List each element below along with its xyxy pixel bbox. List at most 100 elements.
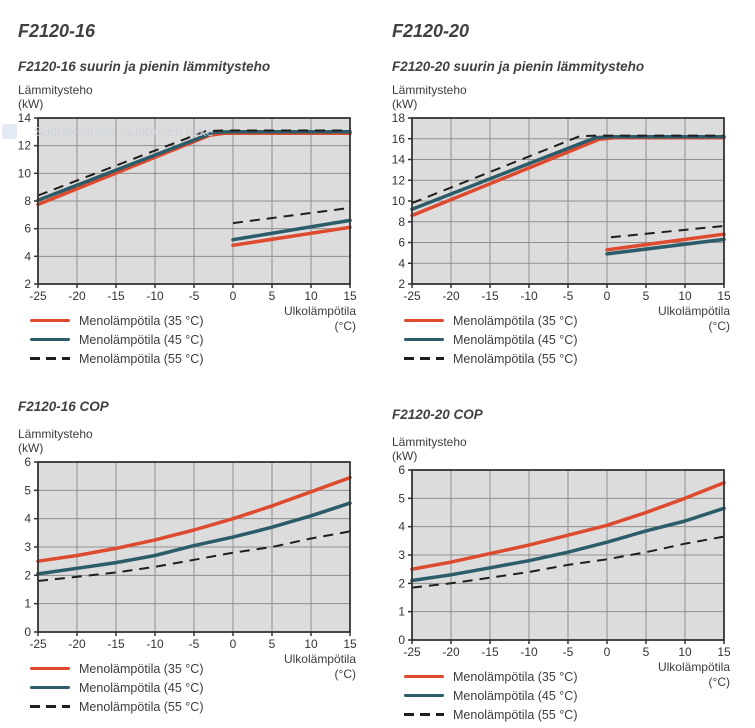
svg-text:-10: -10 (146, 637, 164, 651)
svg-text:-20: -20 (68, 289, 86, 303)
svg-text:-25: -25 (403, 289, 421, 303)
chart-title: F2120-20 suurin ja pienin lämmitysteho (392, 59, 645, 74)
chart-svg: -25 -20 -15 -10 -5 0 5 10 15 2 4 6 8 10 12 14 16 18 (392, 111, 731, 303)
legend-item: Menolämpötila (35 °C) (30, 312, 204, 329)
section-heading: F2120-20 (392, 21, 470, 41)
svg-text:6: 6 (398, 463, 405, 477)
legend-line-dashed-icon (404, 713, 444, 716)
svg-text:10: 10 (304, 289, 318, 303)
svg-text:4: 4 (24, 249, 31, 263)
svg-text:18: 18 (392, 111, 405, 125)
svg-text:15: 15 (717, 289, 731, 303)
svg-text:-20: -20 (68, 637, 86, 651)
section-f2120-20-cop: F2120-20 COP Lämmitysteho (kW) -25 -20 -15… (392, 406, 732, 725)
svg-text:5: 5 (269, 637, 276, 651)
legend: Menolämpötila (35 °C) Menolämpötila (45 … (30, 660, 204, 717)
svg-text:5: 5 (269, 289, 276, 303)
svg-text:-15: -15 (107, 637, 125, 651)
legend-line-teal-icon (30, 337, 70, 342)
svg-text:-5: -5 (563, 289, 574, 303)
svg-text:2: 2 (398, 576, 405, 590)
svg-text:6: 6 (398, 236, 405, 250)
y-axis-label: Lämmitysteho (kW) (392, 435, 467, 463)
svg-text:-20: -20 (442, 645, 460, 659)
legend-line-red-icon (404, 318, 444, 323)
svg-text:8: 8 (398, 215, 405, 229)
chart-footer: Menolämpötila (35 °C) Menolämpötila (45 … (18, 304, 358, 369)
legend-item: Menolämpötila (55 °C) (30, 698, 204, 715)
section-f2120-16-power: F2120-16 F2120-16 suurin ja pienin lämmi… (18, 20, 358, 369)
svg-text:-25: -25 (403, 645, 421, 659)
svg-text:10: 10 (18, 166, 31, 180)
snip-tool-icon (2, 124, 17, 139)
legend-line-teal-icon (404, 337, 444, 342)
svg-text:-10: -10 (520, 289, 538, 303)
svg-text:3: 3 (398, 548, 405, 562)
svg-text:4: 4 (398, 256, 405, 270)
svg-text:14: 14 (392, 153, 405, 167)
chart-footer: Menolämpötila (35 °C) Menolämpötila (45 … (392, 660, 732, 725)
chart-canvas-f2120-16-cop: -25 -20 -15 -10 -5 0 5 10 15 0 1 2 3 4 5 6 (18, 455, 358, 652)
x-axis-label: Ulkolämpötila (°C) (657, 660, 730, 689)
chart-title: F2120-16 suurin ja pienin lämmitysteho (18, 59, 271, 74)
svg-text:1: 1 (24, 597, 31, 611)
svg-text:-5: -5 (189, 289, 200, 303)
section-heading: F2120-16 (18, 21, 96, 41)
chart-footer: Menolämpötila (35 °C) Menolämpötila (45 … (392, 304, 732, 369)
svg-text:10: 10 (678, 645, 692, 659)
section-f2120-20-power: F2120-20 F2120-20 suurin ja pienin lämmi… (392, 20, 732, 369)
legend-item: Menolämpötila (45 °C) (30, 331, 204, 348)
chart-footer: Menolämpötila (35 °C) Menolämpötila (45 … (18, 652, 358, 717)
chart-svg: -25 -20 -15 -10 -5 0 5 10 15 0 1 2 3 4 5 6 (24, 455, 357, 651)
svg-text:10: 10 (392, 194, 405, 208)
legend-line-teal-icon (404, 693, 444, 698)
svg-text:0: 0 (230, 289, 237, 303)
svg-text:5: 5 (398, 491, 405, 505)
svg-text:-10: -10 (146, 289, 164, 303)
legend-item: Menolämpötila (45 °C) (30, 679, 204, 696)
svg-text:4: 4 (24, 512, 31, 526)
x-axis-label: Ulkolämpötila (°C) (283, 652, 356, 681)
svg-text:6: 6 (24, 455, 31, 469)
chart-title: F2120-20 COP (392, 407, 483, 422)
x-axis-label: Ulkolämpötila (°C) (283, 304, 356, 333)
svg-text:-10: -10 (520, 645, 538, 659)
svg-text:4: 4 (398, 520, 405, 534)
svg-text:-15: -15 (481, 645, 499, 659)
legend-line-red-icon (404, 674, 444, 679)
y-axis-label: Lämmitysteho (kW) (392, 83, 467, 111)
legend-item: Menolämpötila (55 °C) (404, 706, 578, 723)
svg-text:10: 10 (678, 289, 692, 303)
svg-text:5: 5 (643, 645, 650, 659)
svg-text:6: 6 (24, 222, 31, 236)
chart-svg: -25 -20 -15 -10 -5 0 5 10 15 2 4 6 8 10 12 14 (18, 111, 357, 303)
legend-item: Menolämpötila (35 °C) (30, 660, 204, 677)
chart-canvas-f2120-20-power: -25 -20 -15 -10 -5 0 5 10 15 2 4 6 8 10 12 14 16 18 (392, 111, 732, 304)
legend: Menolämpötila (35 °C) Menolämpötila (45 … (404, 668, 578, 725)
legend-item: Menolämpötila (35 °C) (404, 312, 578, 329)
svg-text:0: 0 (604, 289, 611, 303)
svg-text:-25: -25 (29, 289, 47, 303)
legend-item: Menolämpötila (55 °C) (30, 350, 204, 367)
legend-item: Menolämpötila (45 °C) (404, 687, 578, 704)
svg-text:15: 15 (717, 645, 731, 659)
svg-text:0: 0 (24, 625, 31, 639)
svg-text:5: 5 (643, 289, 650, 303)
chart-svg: -25 -20 -15 -10 -5 0 5 10 15 0 1 2 3 4 5 6 (398, 463, 731, 659)
svg-text:12: 12 (18, 139, 31, 153)
svg-text:0: 0 (230, 637, 237, 651)
svg-text:14: 14 (18, 111, 31, 125)
svg-text:16: 16 (392, 132, 405, 146)
svg-text:0: 0 (604, 645, 611, 659)
x-axis-label: Ulkolämpötila (°C) (657, 304, 730, 333)
legend-item: Menolämpötila (45 °C) (404, 331, 578, 348)
svg-text:-5: -5 (563, 645, 574, 659)
legend-line-red-icon (30, 666, 70, 671)
chart-canvas-f2120-16-power: -25 -20 -15 -10 -5 0 5 10 15 2 4 6 8 10 12 14 (18, 111, 358, 304)
svg-text:15: 15 (343, 637, 357, 651)
svg-text:-15: -15 (481, 289, 499, 303)
svg-text:5: 5 (24, 483, 31, 497)
legend-line-dashed-icon (30, 705, 70, 708)
legend-line-red-icon (30, 318, 70, 323)
